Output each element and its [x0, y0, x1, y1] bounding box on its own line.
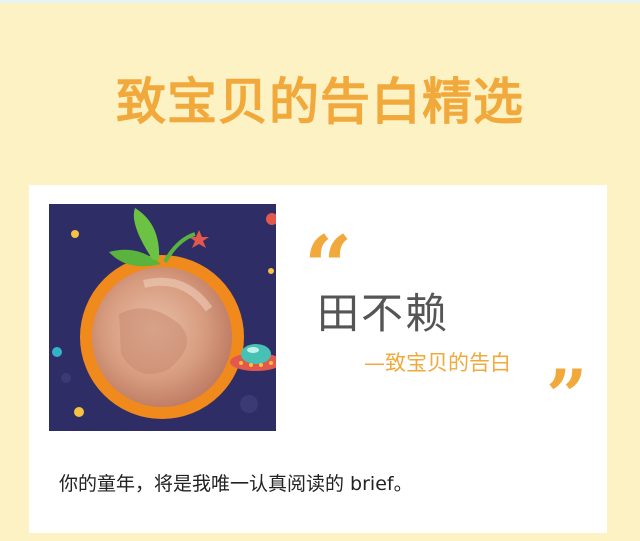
page-title: 致宝贝的告白精选	[116, 73, 524, 131]
author-name: 田不赖	[317, 289, 450, 338]
close-quote-icon: ”	[546, 360, 588, 414]
baby-photo	[49, 204, 276, 431]
confession-message: 你的童年，将是我唯一认真阅读的 brief。	[59, 473, 413, 495]
open-quote-icon: “	[304, 225, 353, 295]
confession-card: “ 田不赖 —致宝贝的告白 ” 你的童年，将是我唯一认真阅读的 brief。	[29, 185, 607, 533]
author-subtitle: —致宝贝的告白	[364, 351, 511, 375]
ufo-icon	[230, 344, 276, 371]
orange-frame-icon	[49, 204, 276, 431]
top-divider	[0, 0, 640, 3]
